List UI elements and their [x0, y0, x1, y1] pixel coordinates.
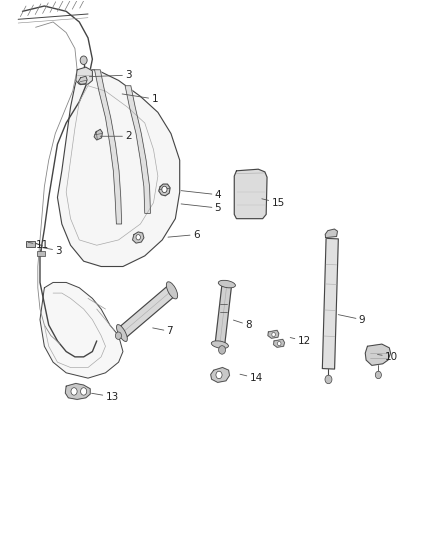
- Polygon shape: [94, 130, 102, 140]
- Text: 6: 6: [168, 230, 199, 240]
- Circle shape: [71, 387, 77, 395]
- Ellipse shape: [166, 282, 178, 299]
- Polygon shape: [322, 238, 338, 369]
- Polygon shape: [325, 229, 337, 238]
- Text: 12: 12: [290, 336, 311, 346]
- Polygon shape: [274, 340, 285, 348]
- Text: 11: 11: [28, 240, 49, 250]
- Polygon shape: [365, 344, 391, 366]
- Text: 13: 13: [92, 392, 119, 402]
- FancyBboxPatch shape: [26, 241, 35, 247]
- Ellipse shape: [117, 325, 127, 342]
- Circle shape: [80, 56, 87, 64]
- Text: 9: 9: [338, 314, 365, 325]
- Text: 15: 15: [262, 198, 285, 208]
- Ellipse shape: [218, 280, 236, 288]
- Polygon shape: [57, 70, 180, 266]
- Circle shape: [278, 342, 281, 346]
- Polygon shape: [95, 70, 122, 224]
- Polygon shape: [211, 368, 230, 382]
- Text: 7: 7: [153, 326, 173, 336]
- Circle shape: [81, 387, 87, 395]
- Circle shape: [115, 332, 121, 340]
- Circle shape: [162, 186, 167, 192]
- Text: 4: 4: [181, 190, 221, 200]
- Polygon shape: [76, 67, 92, 84]
- Polygon shape: [78, 76, 87, 85]
- Circle shape: [136, 235, 141, 240]
- Text: 14: 14: [240, 373, 263, 383]
- Ellipse shape: [211, 341, 229, 349]
- Text: 2: 2: [100, 131, 132, 141]
- Circle shape: [325, 375, 332, 384]
- Circle shape: [219, 346, 226, 354]
- Text: 3: 3: [89, 70, 132, 80]
- Polygon shape: [133, 232, 144, 243]
- Text: 10: 10: [378, 352, 398, 362]
- Circle shape: [272, 333, 276, 337]
- Circle shape: [375, 371, 381, 378]
- Polygon shape: [65, 383, 90, 399]
- Polygon shape: [40, 282, 123, 378]
- Polygon shape: [268, 330, 279, 338]
- Circle shape: [216, 371, 222, 378]
- Polygon shape: [125, 86, 150, 213]
- Text: 8: 8: [233, 320, 252, 330]
- Polygon shape: [234, 169, 267, 219]
- Polygon shape: [119, 285, 175, 338]
- Polygon shape: [159, 184, 170, 196]
- FancyBboxPatch shape: [37, 251, 45, 256]
- Text: 3: 3: [42, 246, 62, 255]
- Text: 1: 1: [122, 94, 158, 104]
- Text: 5: 5: [181, 203, 221, 213]
- Polygon shape: [215, 283, 232, 345]
